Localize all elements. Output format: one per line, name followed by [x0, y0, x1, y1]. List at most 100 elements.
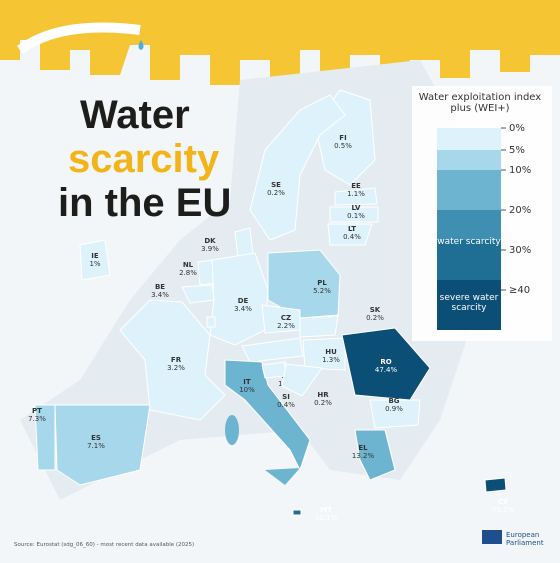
legend-band-label: severe water scarcity — [439, 293, 499, 313]
country-value: 2.8% — [179, 269, 197, 277]
country-code: BG — [388, 397, 399, 405]
country-value: 0.1% — [347, 212, 365, 220]
country — [484, 477, 507, 493]
country-value: 7.1% — [87, 442, 105, 450]
country-code: LV — [352, 204, 361, 212]
country-code: IE — [91, 252, 99, 260]
country-code: CZ — [281, 314, 291, 322]
country-code: FR — [171, 356, 182, 364]
country — [267, 249, 341, 319]
country-value: 5.2% — [313, 287, 331, 295]
country-code: IT — [243, 378, 251, 386]
title: Water scarcity in the EU — [58, 93, 231, 225]
legend-swatch — [437, 280, 501, 330]
country-value: 1.1% — [347, 190, 365, 198]
country-code: RO — [380, 358, 391, 366]
country-value: 0.2% — [366, 314, 384, 322]
legend-swatch — [437, 150, 501, 170]
legend-tick-label: 10% — [509, 165, 531, 176]
country-value: 13.2% — [352, 452, 375, 460]
country — [206, 316, 216, 328]
legend-band-label: water scarcity — [437, 237, 501, 247]
country — [354, 429, 396, 481]
country — [119, 299, 226, 421]
island — [265, 468, 300, 485]
country-code: SE — [271, 181, 281, 189]
country — [34, 404, 56, 471]
country-value: 1.3% — [322, 356, 340, 364]
title-line: scarcity — [68, 137, 220, 181]
legend: Water exploitation index plus (WEI+) 0% 5… — [412, 86, 552, 341]
country-value: 3.9% — [201, 245, 219, 253]
country-value: 2.2% — [277, 322, 295, 330]
legend-swatch — [437, 170, 501, 210]
country-code: HU — [325, 348, 337, 356]
legend-tick-label: 30% — [509, 245, 531, 256]
country — [249, 94, 346, 241]
country-code: HR — [317, 391, 329, 399]
country — [197, 259, 215, 286]
country-value: 47.4% — [375, 366, 398, 374]
legend-swatch — [437, 240, 501, 280]
country — [299, 315, 339, 338]
country-value: 10% — [239, 386, 255, 394]
country — [281, 363, 323, 397]
country-code: SK — [370, 306, 381, 314]
banner — [0, 0, 560, 90]
legend-swatch — [437, 128, 501, 150]
country-value: 7.3% — [28, 415, 46, 423]
country-value: 0.2% — [267, 189, 285, 197]
country-value: 1% — [89, 260, 100, 268]
island — [225, 415, 239, 445]
country-value: 30.1% — [315, 514, 338, 522]
country-code: DE — [238, 297, 249, 305]
country-code: BE — [155, 283, 165, 291]
legend-tick-label: 20% — [509, 205, 531, 216]
country — [334, 187, 378, 206]
country-code: CY — [498, 498, 509, 506]
legend-tick-label: 5% — [509, 145, 525, 156]
country — [292, 509, 302, 516]
country-value: 3.4% — [151, 291, 169, 299]
legend-title: Water exploitation index plus (WEI+) — [418, 92, 542, 114]
legend-band: severe water scarcity — [439, 293, 499, 313]
title-line: in the EU — [58, 181, 231, 225]
country-code: PT — [32, 407, 42, 415]
country-value: 0.9% — [385, 405, 403, 413]
country-value: 3.2% — [167, 364, 185, 372]
country — [329, 206, 379, 223]
country-value: 0.4% — [343, 233, 361, 241]
country — [209, 252, 269, 346]
country-code: FI — [339, 134, 346, 142]
country — [369, 399, 421, 429]
country — [261, 361, 286, 379]
source: Source: Eurostat (sdg_06_60) - most rece… — [14, 542, 194, 548]
legend-swatch — [437, 210, 501, 240]
country — [341, 327, 431, 401]
brand: European Parliament — [482, 530, 544, 547]
country — [302, 337, 346, 371]
country-code: MT — [320, 506, 332, 514]
country — [54, 404, 151, 486]
map: FI0.5%SE0.2%EE1.1%LV0.1%LT0.4%DK3.9%IE1%… — [28, 89, 515, 522]
country-value: 3.4% — [234, 305, 252, 313]
country-code: NL — [183, 261, 194, 269]
brand-text: Parliament — [506, 539, 544, 547]
brand-text: European — [506, 531, 539, 539]
country-value: 0.5% — [334, 142, 352, 150]
country-code: EL — [358, 444, 368, 452]
country-value: 75.3% — [492, 506, 515, 514]
country — [327, 223, 373, 246]
legend-tick-label: ≥40 — [509, 285, 530, 296]
legend-band: water scarcity — [437, 237, 501, 247]
country-code: ES — [91, 434, 101, 442]
legend-tick-label: 0% — [509, 123, 525, 134]
country-value: 0.4% — [277, 401, 295, 409]
country — [79, 239, 111, 281]
title-line: Water — [80, 93, 190, 137]
country-value: 0.2% — [314, 399, 332, 407]
country-code: DK — [204, 237, 216, 245]
country — [241, 337, 304, 363]
country-code: PL — [317, 279, 327, 287]
